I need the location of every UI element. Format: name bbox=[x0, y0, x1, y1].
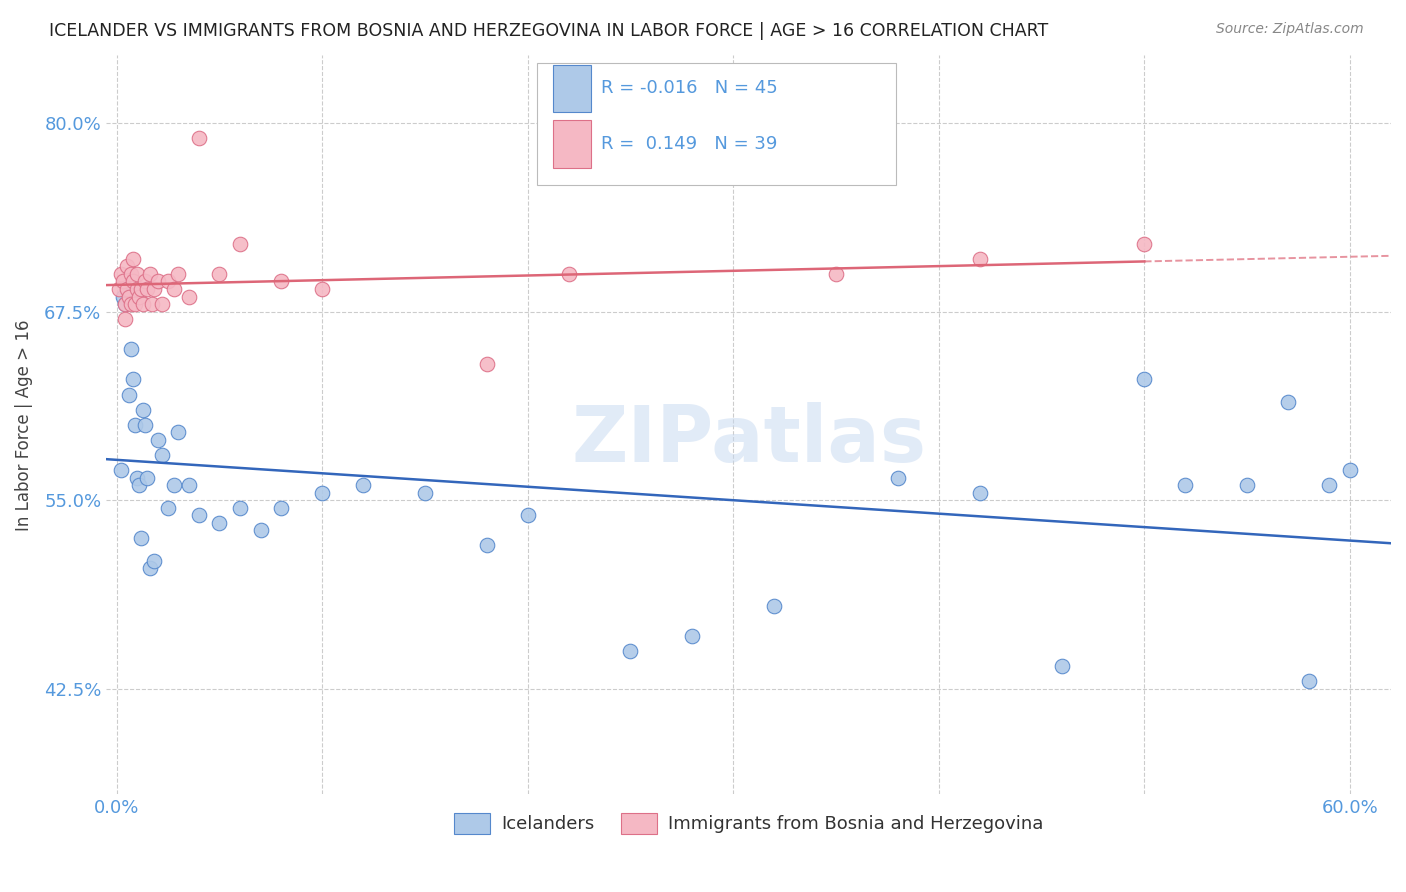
Point bbox=[146, 275, 169, 289]
FancyBboxPatch shape bbox=[554, 65, 591, 112]
Point bbox=[249, 524, 271, 538]
Point bbox=[156, 500, 179, 515]
Point bbox=[150, 297, 173, 311]
Point bbox=[127, 267, 149, 281]
Point bbox=[163, 282, 186, 296]
Point bbox=[516, 508, 538, 523]
Point bbox=[128, 289, 150, 303]
Point bbox=[311, 485, 333, 500]
Point bbox=[118, 387, 141, 401]
Point bbox=[1133, 236, 1156, 251]
Point bbox=[124, 297, 146, 311]
Point bbox=[167, 425, 190, 440]
Point bbox=[114, 297, 136, 311]
Point bbox=[1317, 478, 1340, 492]
Point bbox=[142, 553, 165, 567]
Point bbox=[114, 297, 136, 311]
Text: ICELANDER VS IMMIGRANTS FROM BOSNIA AND HERZEGOVINA IN LABOR FORCE | AGE > 16 CO: ICELANDER VS IMMIGRANTS FROM BOSNIA AND … bbox=[49, 22, 1049, 40]
Point bbox=[118, 289, 141, 303]
Point bbox=[115, 260, 138, 274]
Point bbox=[311, 282, 333, 296]
Point bbox=[120, 343, 142, 357]
Legend: Icelanders, Immigrants from Bosnia and Herzegovina: Icelanders, Immigrants from Bosnia and H… bbox=[447, 805, 1050, 841]
Point bbox=[187, 508, 209, 523]
Point bbox=[142, 282, 165, 296]
Point bbox=[110, 267, 132, 281]
Point bbox=[111, 275, 134, 289]
Point bbox=[1277, 395, 1299, 409]
Point bbox=[120, 297, 142, 311]
Point bbox=[136, 282, 159, 296]
Text: ZIPatlas: ZIPatlas bbox=[571, 401, 927, 477]
Y-axis label: In Labor Force | Age > 16: In Labor Force | Age > 16 bbox=[15, 319, 32, 531]
Point bbox=[475, 538, 498, 552]
Point bbox=[177, 478, 200, 492]
Point bbox=[122, 275, 145, 289]
Text: R =  0.149   N = 39: R = 0.149 N = 39 bbox=[600, 135, 778, 153]
Point bbox=[122, 252, 145, 266]
Point bbox=[115, 282, 138, 296]
Point bbox=[122, 372, 145, 386]
Point bbox=[110, 463, 132, 477]
Point bbox=[558, 267, 581, 281]
Point bbox=[132, 402, 155, 417]
Point bbox=[107, 282, 129, 296]
Point bbox=[114, 312, 136, 326]
Point bbox=[352, 478, 374, 492]
Point bbox=[138, 561, 160, 575]
Point bbox=[1050, 659, 1073, 673]
Point bbox=[208, 267, 231, 281]
Point bbox=[969, 252, 991, 266]
FancyBboxPatch shape bbox=[554, 120, 591, 168]
Point bbox=[129, 282, 152, 296]
Point bbox=[1298, 674, 1320, 689]
Point bbox=[229, 236, 252, 251]
Point bbox=[763, 599, 786, 613]
Point bbox=[1236, 478, 1258, 492]
Point bbox=[969, 485, 991, 500]
Point bbox=[146, 433, 169, 447]
Point bbox=[134, 417, 156, 432]
Point bbox=[681, 629, 703, 643]
Point bbox=[134, 275, 156, 289]
Point bbox=[167, 267, 190, 281]
Point bbox=[129, 531, 152, 545]
Point bbox=[136, 470, 159, 484]
Point bbox=[475, 358, 498, 372]
Point bbox=[413, 485, 436, 500]
Point bbox=[132, 297, 155, 311]
Point bbox=[229, 500, 252, 515]
Point bbox=[156, 275, 179, 289]
Point bbox=[115, 282, 138, 296]
Point bbox=[1339, 463, 1361, 477]
Point bbox=[177, 289, 200, 303]
Point bbox=[1174, 478, 1197, 492]
Point bbox=[886, 470, 908, 484]
Point bbox=[825, 267, 848, 281]
Point bbox=[141, 297, 163, 311]
Point bbox=[619, 644, 641, 658]
FancyBboxPatch shape bbox=[537, 62, 897, 185]
Point bbox=[163, 478, 186, 492]
Point bbox=[120, 267, 142, 281]
Point bbox=[1133, 372, 1156, 386]
Point bbox=[138, 267, 160, 281]
Point bbox=[111, 289, 134, 303]
Point bbox=[187, 131, 209, 145]
Point bbox=[124, 417, 146, 432]
Point bbox=[270, 275, 292, 289]
Point bbox=[208, 516, 231, 530]
Text: Source: ZipAtlas.com: Source: ZipAtlas.com bbox=[1216, 22, 1364, 37]
Point bbox=[127, 470, 149, 484]
Point bbox=[128, 478, 150, 492]
Point bbox=[127, 282, 149, 296]
Point bbox=[270, 500, 292, 515]
Text: R = -0.016   N = 45: R = -0.016 N = 45 bbox=[600, 79, 778, 97]
Point bbox=[150, 448, 173, 462]
